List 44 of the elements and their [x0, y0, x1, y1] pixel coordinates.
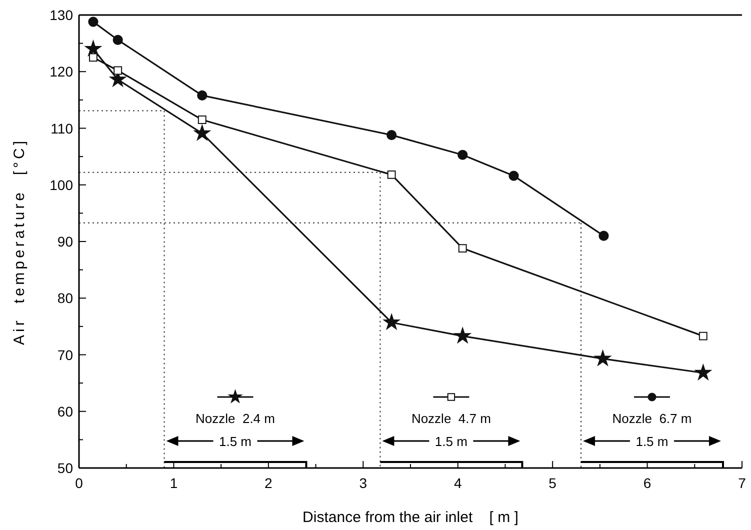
point [387, 170, 396, 179]
y-tick-label: 60 [57, 403, 74, 420]
y-tick-label: 80 [57, 290, 74, 306]
y-tick-label: 130 [50, 7, 74, 23]
y-tick-label: 70 [57, 346, 74, 363]
x-tick-label: 1 [170, 475, 178, 491]
y-tick-label: 90 [57, 234, 74, 250]
annotation: 1.5 m [218, 434, 252, 449]
annotation: 1.5 m [434, 434, 468, 449]
point [458, 244, 467, 253]
point [508, 170, 519, 181]
legend-label: Nozzle 2.4 m [196, 411, 275, 426]
x-tick-label: 6 [643, 475, 652, 491]
x-tick-label: 7 [738, 475, 746, 491]
x-tick-label: 0 [75, 475, 84, 491]
point [594, 350, 611, 366]
point [114, 66, 122, 75]
point [85, 40, 102, 56]
point [198, 116, 206, 124]
point [454, 328, 471, 343]
point [384, 314, 400, 330]
point [386, 130, 397, 140]
y-tick-label: 120 [50, 64, 74, 80]
x-tick-label: 3 [359, 475, 368, 491]
legend-label: Nozzle 6.7 m [612, 411, 692, 426]
point [88, 16, 98, 27]
point [197, 90, 208, 100]
x-axis-title: Distance from the air inlet [ m ] [302, 509, 518, 526]
legend-label: Nozzle 4.7 m [411, 411, 491, 426]
y-tick-label: 50 [57, 460, 74, 476]
x-tick-label: 4 [454, 475, 462, 491]
x-tick-label: 5 [548, 475, 557, 491]
point [598, 230, 609, 241]
y-tick-label: 110 [50, 120, 74, 136]
annotation: 1.5 m [636, 434, 668, 449]
point [695, 364, 712, 380]
y-tick-label: 100 [50, 176, 74, 193]
y-axis-title: Air temperature [°C] [11, 138, 28, 346]
point [194, 124, 210, 140]
point [112, 34, 123, 45]
x-tick-label: 2 [264, 475, 273, 491]
point [89, 53, 98, 62]
point [698, 332, 708, 340]
point [458, 150, 468, 160]
